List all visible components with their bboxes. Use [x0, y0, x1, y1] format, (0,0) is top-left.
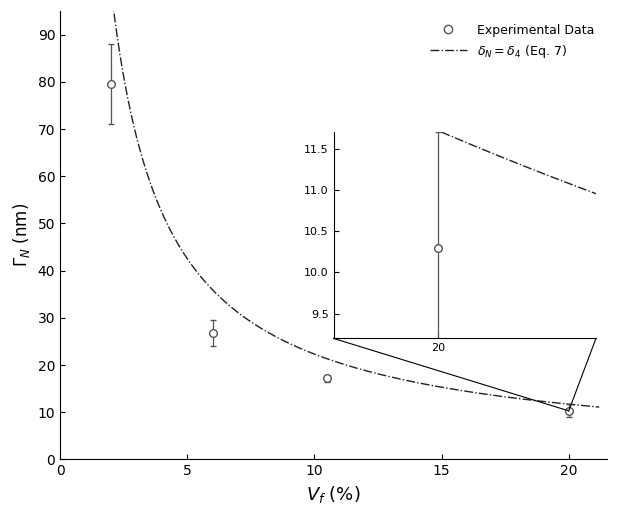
Y-axis label: $\Gamma_N$ (nm): $\Gamma_N$ (nm) — [11, 203, 32, 267]
Legend: Experimental Data, $\delta_N = \delta_4$ (Eq. 7): Experimental Data, $\delta_N = \delta_4$… — [423, 18, 601, 66]
X-axis label: $V_f$ (%): $V_f$ (%) — [307, 484, 361, 505]
